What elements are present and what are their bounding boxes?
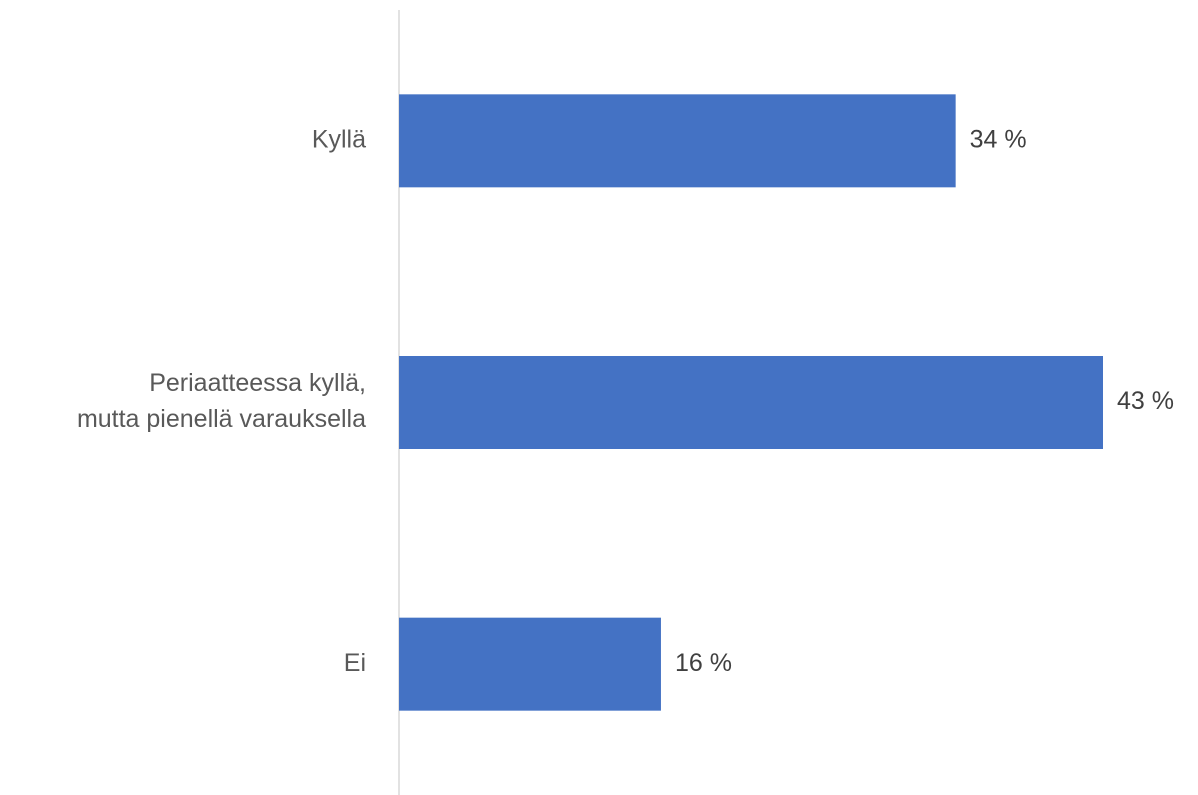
bar-0 [399, 94, 956, 188]
data-label-2: 16 % [675, 649, 732, 677]
bars-group [399, 94, 1103, 711]
data-label-0: 34 % [970, 125, 1027, 153]
category-labels-group: Kyllä Periaatteessa kyllä, mutta pienellä … [77, 125, 366, 676]
bar-1 [399, 356, 1103, 449]
bar-2 [399, 617, 661, 711]
category-label-1-line-1: mutta pienellä varauksella [77, 405, 366, 433]
data-label-1: 43 % [1117, 387, 1174, 415]
category-label-0-line-0: Kyllä [312, 125, 366, 153]
category-label-1-line-0: Periaatteessa kyllä, [149, 369, 366, 397]
category-label-2-line-0: Ei [344, 649, 366, 677]
data-labels-group: 34 % 43 % 16 % [675, 125, 1174, 676]
